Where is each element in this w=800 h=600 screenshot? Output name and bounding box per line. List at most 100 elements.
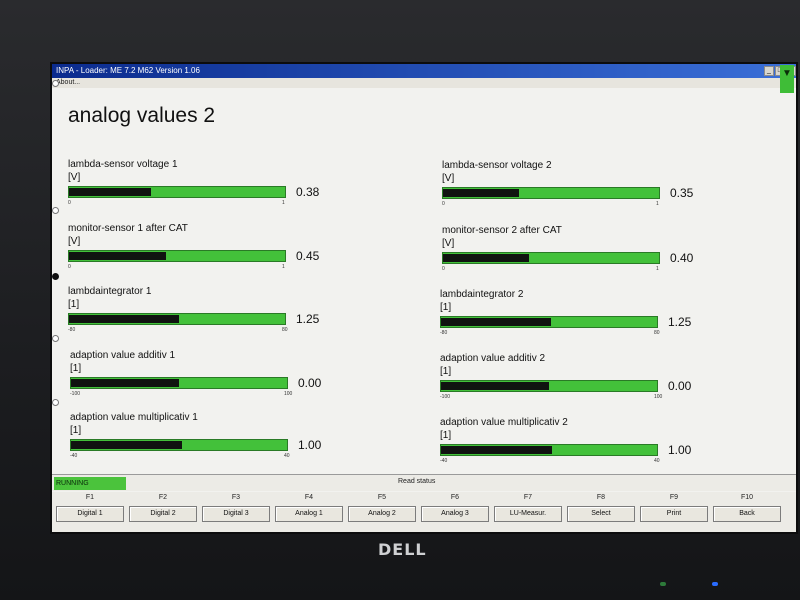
- radio-marker[interactable]: [52, 335, 59, 342]
- gauge-bar: [442, 187, 660, 199]
- gauge-label: monitor-sensor 1 after CAT: [68, 223, 188, 234]
- fkey-f5[interactable]: F5 Analog 2: [346, 492, 418, 530]
- gauge-min: -80: [68, 327, 76, 333]
- fkey-key: F8: [596, 494, 606, 501]
- gauge-min: -80: [440, 330, 448, 336]
- fkey-key: F10: [740, 494, 754, 501]
- fkey-button[interactable]: Analog 3: [421, 506, 489, 522]
- gauge-label: adaption value additiv 1: [70, 350, 176, 361]
- scroll-down-icon[interactable]: ▼: [780, 65, 794, 93]
- fkey-f1[interactable]: F1 Digital 1: [54, 492, 126, 530]
- gauge-label: monitor-sensor 2 after CAT: [442, 225, 562, 236]
- fkey-button[interactable]: Digital 1: [56, 506, 124, 522]
- gauge-fill: [441, 318, 551, 326]
- gauge-value: 1.25: [668, 315, 692, 329]
- fkey-f2[interactable]: F2 Digital 2: [127, 492, 199, 530]
- fkey-f3[interactable]: F3 Digital 3: [200, 492, 272, 530]
- gauge-min: 0: [442, 266, 445, 272]
- gauge-label: lambdaintegrator 1: [68, 286, 152, 297]
- gauge-label: adaption value multiplicativ 2: [440, 417, 568, 428]
- gauge-fill: [69, 252, 166, 260]
- gauge-value: 0.45: [296, 249, 320, 263]
- fkey-key: F1: [85, 494, 95, 501]
- gauge-value: 0.00: [668, 379, 692, 393]
- menu-about[interactable]: About...: [56, 79, 81, 86]
- gauge-adaption-multiplicativ-2: adaption value multiplicativ 2 [1] -40 40 1.…: [440, 417, 700, 473]
- gauge-bar: [70, 439, 288, 451]
- gauge-label: lambda-sensor voltage 2: [442, 160, 552, 171]
- fkey-button[interactable]: LU-Measur.: [494, 506, 562, 522]
- gauge-monitor-sensor-1: monitor-sensor 1 after CAT [V] 0 1 0.45: [68, 223, 328, 279]
- running-indicator: RUNNING: [54, 477, 126, 490]
- gauge-fill: [71, 379, 179, 387]
- gauge-lambdaintegrator-1: lambdaintegrator 1 [1] -80 80 1.25: [68, 286, 328, 342]
- gauge-min: 0: [68, 264, 71, 270]
- fkey-key: F2: [158, 494, 168, 501]
- gauge-lambdaintegrator-2: lambdaintegrator 2 [1] -80 80 1.25: [440, 289, 700, 345]
- gauge-max: 1: [656, 266, 659, 272]
- gauge-min: 0: [442, 201, 445, 207]
- fkey-button[interactable]: Select: [567, 506, 635, 522]
- gauge-fill: [441, 446, 552, 454]
- fkey-button[interactable]: Back: [713, 506, 781, 522]
- gauge-value: 0.38: [296, 185, 320, 199]
- fkey-button[interactable]: Digital 3: [202, 506, 270, 522]
- gauge-max: 40: [654, 458, 660, 464]
- fkey-button[interactable]: Analog 1: [275, 506, 343, 522]
- gauge-monitor-sensor-2: monitor-sensor 2 after CAT [V] 0 1 0.40: [442, 225, 702, 281]
- radio-marker[interactable]: [52, 207, 59, 214]
- fkey-key: F4: [304, 494, 314, 501]
- gauge-max: 1: [282, 264, 285, 270]
- gauge-max: 1: [656, 201, 659, 207]
- fkey-f7[interactable]: F7 LU-Measur.: [492, 492, 564, 530]
- fkey-f10[interactable]: F10 Back: [711, 492, 783, 530]
- gauge-adaption-multiplicativ-1: adaption value multiplicativ 1 [1] -40 40 1.…: [70, 412, 330, 468]
- gauge-value: 0.40: [670, 251, 694, 265]
- gauge-min: -100: [70, 391, 81, 397]
- fkey-button[interactable]: Print: [640, 506, 708, 522]
- function-key-bar: F1 Digital 1 F2 Digital 2 F3 Digital 3 F4 Analo…: [52, 492, 796, 532]
- gauge-max: 100: [284, 391, 293, 397]
- radio-marker[interactable]: [52, 399, 59, 406]
- gauge-unit: [1]: [440, 430, 452, 441]
- gauge-adaption-additiv-1: adaption value additiv 1 [1] -100 100 0.00: [70, 350, 330, 406]
- gauge-bar: [442, 252, 660, 264]
- gauge-label: lambda-sensor voltage 1: [68, 159, 178, 170]
- gauge-bar: [440, 316, 658, 328]
- gauge-fill: [71, 441, 182, 449]
- gauge-bar: [68, 313, 286, 325]
- gauge-bar: [68, 186, 286, 198]
- radio-marker[interactable]: [52, 80, 59, 87]
- fkey-f9[interactable]: F9 Print: [638, 492, 710, 530]
- gauge-unit: [1]: [440, 366, 452, 377]
- gauge-value: 1.00: [668, 443, 692, 457]
- menu-bar: About...: [52, 78, 796, 88]
- read-status-label: Read status: [398, 478, 436, 485]
- radio-marker-selected[interactable]: [52, 273, 59, 280]
- fkey-button[interactable]: Digital 2: [129, 506, 197, 522]
- fkey-key: F6: [450, 494, 460, 501]
- page-title: analog values 2: [68, 104, 216, 127]
- fkey-button[interactable]: Analog 2: [348, 506, 416, 522]
- gauge-unit: [V]: [442, 238, 455, 249]
- fkey-f8[interactable]: F8 Select: [565, 492, 637, 530]
- gauge-adaption-additiv-2: adaption value additiv 2 [1] -100 100 0.00: [440, 353, 700, 409]
- fkey-f6[interactable]: F6 Analog 3: [419, 492, 491, 530]
- minimize-button[interactable]: _: [764, 66, 774, 76]
- gauge-min: 0: [68, 200, 71, 206]
- gauge-bar: [70, 377, 288, 389]
- gauge-fill: [443, 254, 529, 262]
- gauge-unit: [1]: [68, 299, 80, 310]
- gauge-max: 1: [282, 200, 285, 206]
- fkey-f4[interactable]: F4 Analog 1: [273, 492, 345, 530]
- dell-logo: DELL: [378, 540, 427, 559]
- gauge-label: adaption value multiplicativ 1: [70, 412, 198, 423]
- gauge-min: -40: [70, 453, 78, 459]
- gauge-value: 0.35: [670, 186, 694, 200]
- gauge-bar: [440, 380, 658, 392]
- gauge-value: 1.25: [296, 312, 320, 326]
- status-led: [712, 582, 718, 586]
- fkey-key: F9: [669, 494, 679, 501]
- gauge-unit: [1]: [70, 425, 82, 436]
- gauge-fill: [443, 189, 519, 197]
